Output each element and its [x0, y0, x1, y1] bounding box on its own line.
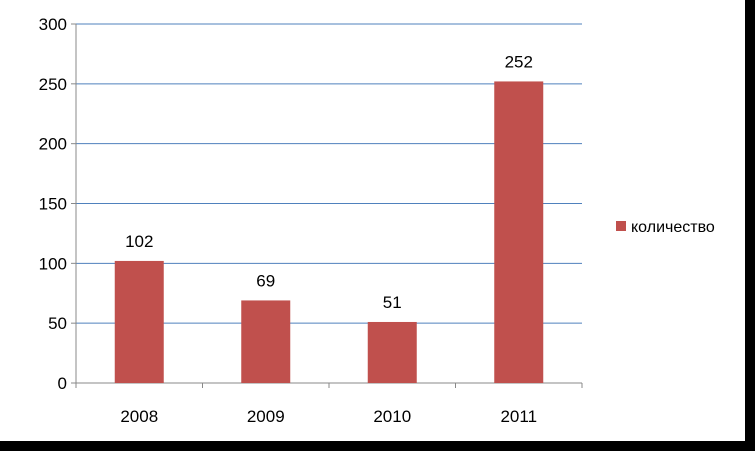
legend-label: количество — [631, 219, 715, 236]
chart-area: 102 69 51 252 0 50 100 150 200 250 300 2008 2009 20… — [0, 0, 745, 441]
data-labels: 102 69 51 252 — [125, 52, 533, 312]
bar-2008 — [114, 260, 164, 383]
y-tick-label: 0 — [58, 374, 67, 393]
data-label: 69 — [256, 271, 275, 290]
y-tick-labels: 0 50 100 150 200 250 300 — [39, 15, 67, 393]
legend: количество — [616, 219, 715, 236]
y-tick-label: 50 — [48, 314, 67, 333]
bars — [114, 81, 544, 383]
data-label: 102 — [125, 232, 153, 251]
data-label: 51 — [383, 293, 402, 312]
x-tick-labels: 2008 2009 2010 2011 — [120, 407, 537, 426]
y-tick-label: 250 — [39, 75, 67, 94]
legend-swatch — [616, 221, 626, 231]
y-tick-label: 100 — [39, 254, 67, 273]
x-tick-label: 2008 — [120, 407, 158, 426]
y-tick-label: 300 — [39, 15, 67, 34]
x-tick-label: 2010 — [373, 407, 411, 426]
bar-2009 — [241, 300, 291, 383]
bar-2011 — [494, 81, 544, 383]
y-tick-label: 150 — [39, 195, 67, 214]
y-tick-label: 200 — [39, 135, 67, 154]
x-tick-label: 2011 — [500, 407, 537, 426]
bar-2010 — [367, 321, 417, 383]
x-tick-label: 2009 — [247, 407, 285, 426]
data-label: 252 — [505, 52, 533, 71]
